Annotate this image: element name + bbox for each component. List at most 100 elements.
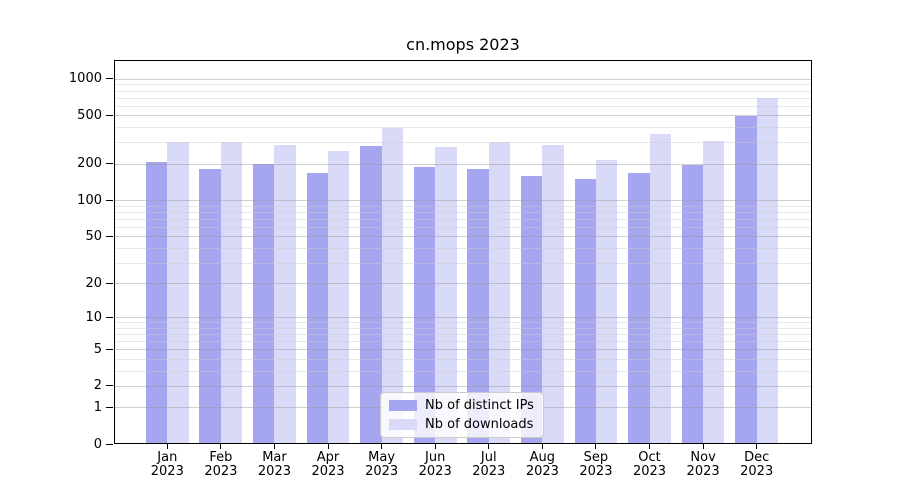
y-tick-mark [106,385,113,387]
legend-swatch-downloads [389,419,417,430]
x-tick-label: Mar 2023 [257,450,291,479]
y-tick-mark [106,235,113,237]
legend-swatch-distinct-ips [389,400,417,411]
x-tick-label: May 2023 [365,450,399,479]
bar-distinct-ips [360,145,382,443]
gridline-minor [115,142,811,144]
bar-distinct-ips [574,178,596,443]
x-tick-label: Nov 2023 [686,450,720,479]
bar-downloads [435,147,457,443]
bar-downloads [649,134,671,443]
bars-layer [115,61,811,443]
x-tick-label: Feb 2023 [204,450,238,479]
bar-downloads [328,151,350,443]
x-tick-label: Aug 2023 [525,450,559,479]
gridline-major [115,200,811,202]
bar-distinct-ips [199,168,221,443]
bar-distinct-ips [306,172,329,443]
bar-downloads [167,141,189,443]
y-tick-mark [106,199,113,201]
x-tick-mark [702,444,704,449]
x-tick-label: Jul 2023 [472,450,506,479]
x-tick-mark [595,444,597,449]
gridline-minor [115,205,811,207]
y-tick-label: 200 [77,156,102,172]
x-tick-mark [166,444,168,449]
x-tick-mark [434,444,436,449]
x-tick-label: Apr 2023 [311,450,345,479]
x-tick-label: Sep 2023 [579,450,613,479]
gridline-minor [115,105,811,107]
bar-downloads [703,141,725,443]
legend-item-distinct-ips: Nb of distinct IPs [389,398,535,413]
gridline-minor [115,90,811,92]
gridline-minor [115,327,811,329]
x-tick-label: Jan 2023 [150,450,184,479]
gridline-major [115,385,811,387]
bar-distinct-ips [681,165,704,443]
bar-downloads [488,142,511,443]
y-tick-mark [106,406,113,408]
x-tick-label: Dec 2023 [740,450,774,479]
bar-distinct-ips [467,169,489,443]
y-tick-mark [106,316,113,318]
y-tick-label: 5 [93,341,102,357]
y-tick-label: 2 [93,378,102,394]
x-tick-label: Oct 2023 [632,450,667,479]
chart-title: cn.mops 2023 [406,35,520,54]
bar-downloads [542,144,564,443]
gridline-major [115,317,811,319]
x-tick-mark [220,444,222,449]
gridline-minor [115,370,811,372]
y-tick-label: 1000 [68,71,102,87]
gridline-minor [115,322,811,324]
x-tick-label: Jun 2023 [418,450,452,479]
bar-distinct-ips [145,162,168,443]
y-tick-mark [106,163,113,165]
bar-downloads [756,98,779,443]
x-tick-mark [381,444,383,449]
y-tick-label: 50 [85,228,102,244]
gridline-minor [115,334,811,336]
y-tick-label: 10 [85,309,102,325]
grid-layer [115,61,811,443]
gridline-minor [115,358,811,360]
gridline-minor [115,341,811,343]
bar-downloads [274,145,296,443]
gridline-minor [115,97,811,99]
bar-downloads [220,142,243,443]
gridline-major [115,283,811,285]
y-tick-label: 1 [93,399,102,415]
x-tick-mark [327,444,329,449]
bar-distinct-ips [413,166,436,443]
plot-area [114,60,812,444]
y-tick-mark [106,114,113,116]
gridline-major [115,349,811,351]
gridline-minor [115,84,811,86]
legend-label: Nb of downloads [425,417,534,432]
bar-distinct-ips [735,116,757,443]
gridline-major [115,115,811,117]
legend-item-downloads: Nb of downloads [389,417,535,432]
y-tick-label: 20 [85,275,102,291]
bar-distinct-ips [253,164,275,443]
gridline-minor [115,211,811,213]
y-tick-mark [106,282,113,284]
bar-distinct-ips [628,173,650,443]
y-tick-label: 100 [77,192,102,208]
y-tick-label: 0 [93,436,102,452]
gridline-minor [115,262,811,264]
gridline-minor [115,247,811,249]
legend: Nb of distinct IPs Nb of downloads [380,392,544,438]
x-tick-mark [649,444,651,449]
legend-label: Nb of distinct IPs [425,398,534,413]
gridline-minor [115,127,811,129]
x-tick-mark [756,444,758,449]
bar-downloads [595,159,618,443]
gridline-major [115,163,811,165]
bar-downloads [381,128,403,443]
x-tick-mark [273,444,275,449]
y-tick-mark [106,348,113,350]
gridline-minor [115,218,811,220]
